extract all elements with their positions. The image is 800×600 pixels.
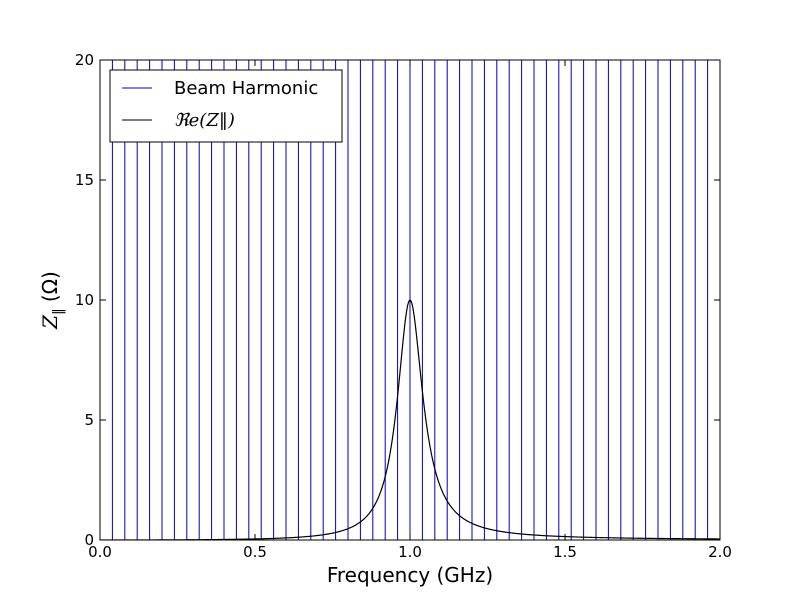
y-tick-label: 15 [75, 171, 94, 189]
y-tick-label: 5 [84, 411, 94, 429]
x-axis-label: Frequency (GHz) [327, 563, 493, 587]
y-tick-label: 20 [75, 51, 94, 69]
x-tick-label: 1.0 [398, 543, 422, 561]
x-tick-label: 2.0 [708, 543, 732, 561]
y-axis-label-subscript: ‖ [51, 308, 66, 315]
y-axis-ticks: 0 5 10 15 20 [75, 51, 720, 549]
x-tick-label: 1.5 [553, 543, 577, 561]
legend: Beam Harmonic ℜe(Z‖) [109, 69, 343, 143]
legend-impedance-label: ℜe(Z‖) [174, 110, 235, 131]
y-tick-label: 0 [84, 531, 94, 549]
y-axis-label-symbol: Z [38, 314, 62, 330]
legend-beam-harmonic-label: Beam Harmonic [174, 78, 318, 99]
x-tick-label: 0.5 [243, 543, 267, 561]
svg-text:Z‖ (Ω): Z‖ (Ω) [38, 271, 66, 330]
y-axis-label-unit: (Ω) [38, 271, 62, 302]
x-axis-ticks: 0.0 0.5 1.0 1.5 2.0 [88, 60, 732, 561]
y-tick-label: 10 [75, 291, 94, 309]
y-axis-label: Z‖ (Ω) [38, 271, 66, 330]
x-tick-label: 0.0 [88, 543, 112, 561]
legend-box [109, 69, 343, 143]
